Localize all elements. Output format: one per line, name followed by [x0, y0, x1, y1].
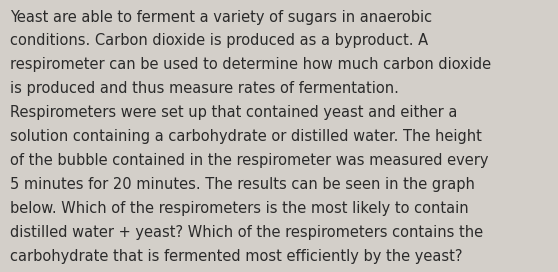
Text: is produced and thus measure rates of fermentation.: is produced and thus measure rates of fe… — [10, 81, 399, 96]
Text: 5 minutes for 20 minutes. The results can be seen in the graph: 5 minutes for 20 minutes. The results ca… — [10, 177, 475, 192]
Text: solution containing a carbohydrate or distilled water. The height: solution containing a carbohydrate or di… — [10, 129, 482, 144]
Text: below. Which of the respirometers is the most likely to contain: below. Which of the respirometers is the… — [10, 201, 469, 216]
Text: respirometer can be used to determine how much carbon dioxide: respirometer can be used to determine ho… — [10, 57, 491, 72]
Text: distilled water + yeast? Which of the respirometers contains the: distilled water + yeast? Which of the re… — [10, 225, 483, 240]
Text: conditions. Carbon dioxide is produced as a byproduct. A: conditions. Carbon dioxide is produced a… — [10, 33, 428, 48]
Text: of the bubble contained in the respirometer was measured every: of the bubble contained in the respirome… — [10, 153, 489, 168]
Text: Yeast are able to ferment a variety of sugars in anaerobic: Yeast are able to ferment a variety of s… — [10, 10, 432, 24]
Text: Respirometers were set up that contained yeast and either a: Respirometers were set up that contained… — [10, 105, 458, 120]
Text: carbohydrate that is fermented most efficiently by the yeast?: carbohydrate that is fermented most effi… — [10, 249, 463, 264]
